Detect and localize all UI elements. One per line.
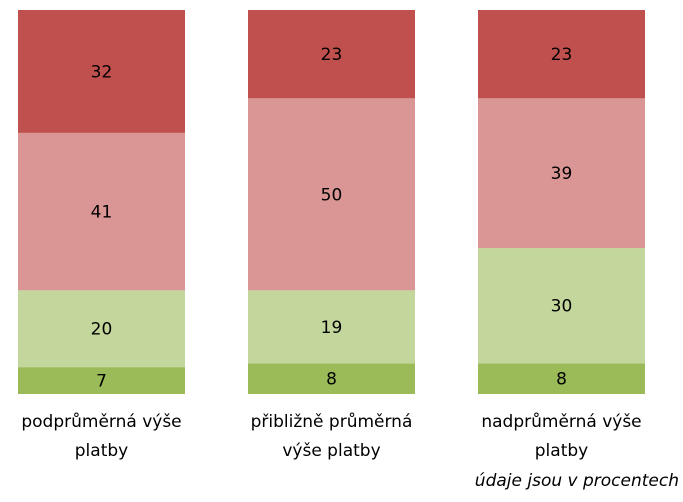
data-label: 41 xyxy=(91,203,113,223)
bar-segment xyxy=(18,290,185,368)
data-label: 19 xyxy=(321,318,343,338)
x-tick-label: podprůměrná výše platby xyxy=(21,412,182,461)
data-label: 39 xyxy=(551,164,573,184)
bar-segment xyxy=(478,363,645,394)
data-label: 8 xyxy=(556,370,567,390)
bar-segment xyxy=(478,98,645,249)
data-label: 30 xyxy=(551,297,573,317)
data-label: 23 xyxy=(551,45,573,65)
x-tick-label: přibližně průměrná výše platby xyxy=(250,412,413,461)
bar-segment xyxy=(248,98,415,291)
x-tick-label: nadprůměrná výše platby xyxy=(481,412,642,461)
data-label: 8 xyxy=(326,370,337,390)
bar-segment xyxy=(248,363,415,394)
data-label: 32 xyxy=(91,62,113,82)
annotation: údaje jsou v procentech xyxy=(474,471,679,491)
bar-segment xyxy=(248,10,415,99)
bar-segment xyxy=(18,367,185,394)
bar-segment xyxy=(18,10,185,133)
data-label: 20 xyxy=(91,320,113,340)
bar-segment xyxy=(18,132,185,291)
bar-segment xyxy=(478,248,645,364)
data-label: 7 xyxy=(96,372,107,392)
data-label: 23 xyxy=(321,45,343,65)
bar-segment xyxy=(248,290,415,364)
bar-segment xyxy=(478,10,645,99)
data-label: 50 xyxy=(321,185,343,205)
